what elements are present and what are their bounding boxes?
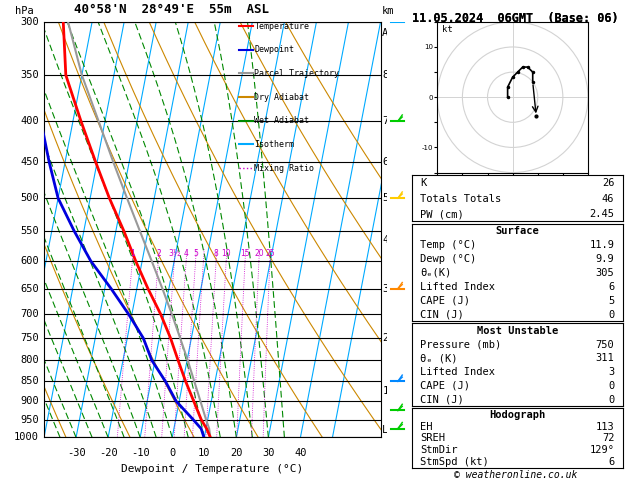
Text: 4: 4 (382, 235, 389, 245)
Text: Dewp (°C): Dewp (°C) (420, 254, 477, 264)
Text: CAPE (J): CAPE (J) (420, 295, 470, 306)
Text: 300: 300 (20, 17, 39, 27)
Text: 850: 850 (20, 376, 39, 386)
Text: 350: 350 (20, 70, 39, 80)
Text: 3: 3 (608, 367, 615, 377)
Text: 311: 311 (596, 353, 615, 364)
Text: 750: 750 (20, 333, 39, 343)
Text: Surface: Surface (496, 226, 539, 236)
Text: 25: 25 (265, 249, 275, 258)
Text: 2.45: 2.45 (589, 209, 615, 219)
Text: Pressure (mb): Pressure (mb) (420, 340, 502, 349)
Text: -20: -20 (99, 448, 118, 458)
Text: StmDir: StmDir (420, 445, 458, 455)
Text: 15: 15 (240, 249, 250, 258)
Text: θₑ(K): θₑ(K) (420, 268, 452, 278)
Text: CAPE (J): CAPE (J) (420, 381, 470, 391)
Text: EH: EH (420, 422, 433, 432)
Text: Mixing Ratio: Mixing Ratio (254, 164, 314, 173)
Text: 305: 305 (596, 268, 615, 278)
Text: 950: 950 (20, 415, 39, 425)
Text: Temp (°C): Temp (°C) (420, 240, 477, 250)
Text: 4: 4 (184, 249, 189, 258)
Text: K: K (420, 178, 426, 189)
Text: Totals Totals: Totals Totals (420, 194, 502, 204)
Text: 5: 5 (382, 193, 389, 203)
Text: -30: -30 (67, 448, 86, 458)
Text: kt: kt (442, 25, 453, 34)
Text: © weatheronline.co.uk: © weatheronline.co.uk (454, 470, 577, 480)
Text: 40°58'N  28°49'E  55m  ASL: 40°58'N 28°49'E 55m ASL (74, 2, 269, 16)
Text: CIN (J): CIN (J) (420, 310, 464, 319)
Text: Dewpoint: Dewpoint (254, 45, 294, 54)
Text: 1: 1 (130, 249, 135, 258)
Text: 3: 3 (382, 284, 389, 294)
Text: 5: 5 (608, 295, 615, 306)
Text: LCL: LCL (382, 425, 401, 435)
Text: SREH: SREH (420, 434, 445, 444)
Text: 8: 8 (214, 249, 219, 258)
Text: Most Unstable: Most Unstable (477, 326, 558, 336)
Text: 46: 46 (602, 194, 615, 204)
Text: 10: 10 (221, 249, 231, 258)
Text: 900: 900 (20, 396, 39, 406)
Text: Temperature: Temperature (254, 21, 309, 31)
Text: 450: 450 (20, 157, 39, 167)
Text: 1000: 1000 (14, 433, 39, 442)
Text: Lifted Index: Lifted Index (420, 282, 496, 292)
Text: hPa: hPa (15, 6, 34, 16)
Text: 10: 10 (198, 448, 211, 458)
Text: Lifted Index: Lifted Index (420, 367, 496, 377)
Text: 600: 600 (20, 256, 39, 266)
Text: 72: 72 (602, 434, 615, 444)
Text: 6: 6 (382, 157, 389, 167)
Text: 30: 30 (262, 448, 275, 458)
Text: 550: 550 (20, 226, 39, 236)
Text: 26: 26 (602, 178, 615, 189)
Text: 750: 750 (596, 340, 615, 349)
Text: 5: 5 (193, 249, 198, 258)
Text: Mixing Ratio (g/kg): Mixing Ratio (g/kg) (394, 194, 404, 306)
Text: -10: -10 (131, 448, 150, 458)
Text: 2: 2 (156, 249, 161, 258)
Text: 129°: 129° (589, 445, 615, 455)
Text: 20: 20 (254, 249, 264, 258)
Text: Wet Adiabat: Wet Adiabat (254, 116, 309, 125)
Text: StmSpd (kt): StmSpd (kt) (420, 457, 489, 467)
Text: 7: 7 (382, 116, 389, 126)
Text: 3½: 3½ (169, 249, 181, 258)
Text: θₑ (K): θₑ (K) (420, 353, 458, 364)
Text: 0: 0 (608, 381, 615, 391)
Text: Dry Adiabat: Dry Adiabat (254, 92, 309, 102)
Text: 11.9: 11.9 (589, 240, 615, 250)
Text: 8: 8 (382, 70, 389, 80)
Text: 11.05.2024  06GMT  (Base: 06): 11.05.2024 06GMT (Base: 06) (413, 12, 619, 25)
Text: 700: 700 (20, 309, 39, 319)
Text: Hodograph: Hodograph (489, 410, 545, 420)
Text: ASL: ASL (382, 28, 401, 38)
Text: 650: 650 (20, 284, 39, 294)
Text: Isotherm: Isotherm (254, 140, 294, 149)
Text: 500: 500 (20, 193, 39, 203)
Text: 9.9: 9.9 (596, 254, 615, 264)
Text: 11.05.2024  06GMT  (Base: 06): 11.05.2024 06GMT (Base: 06) (413, 12, 619, 25)
Text: Dewpoint / Temperature (°C): Dewpoint / Temperature (°C) (121, 465, 303, 474)
Text: 6: 6 (608, 457, 615, 467)
Text: 1: 1 (382, 386, 389, 396)
Text: 2: 2 (382, 333, 389, 343)
Text: Parcel Trajectory: Parcel Trajectory (254, 69, 340, 78)
Text: 6: 6 (608, 282, 615, 292)
Text: 20: 20 (230, 448, 243, 458)
Text: CIN (J): CIN (J) (420, 395, 464, 405)
Text: km: km (382, 6, 395, 16)
Text: 800: 800 (20, 355, 39, 365)
Text: PW (cm): PW (cm) (420, 209, 464, 219)
Text: 400: 400 (20, 116, 39, 126)
Text: 113: 113 (596, 422, 615, 432)
Text: 0: 0 (608, 395, 615, 405)
Text: 0: 0 (608, 310, 615, 319)
Text: 40: 40 (294, 448, 307, 458)
Text: 0: 0 (169, 448, 175, 458)
